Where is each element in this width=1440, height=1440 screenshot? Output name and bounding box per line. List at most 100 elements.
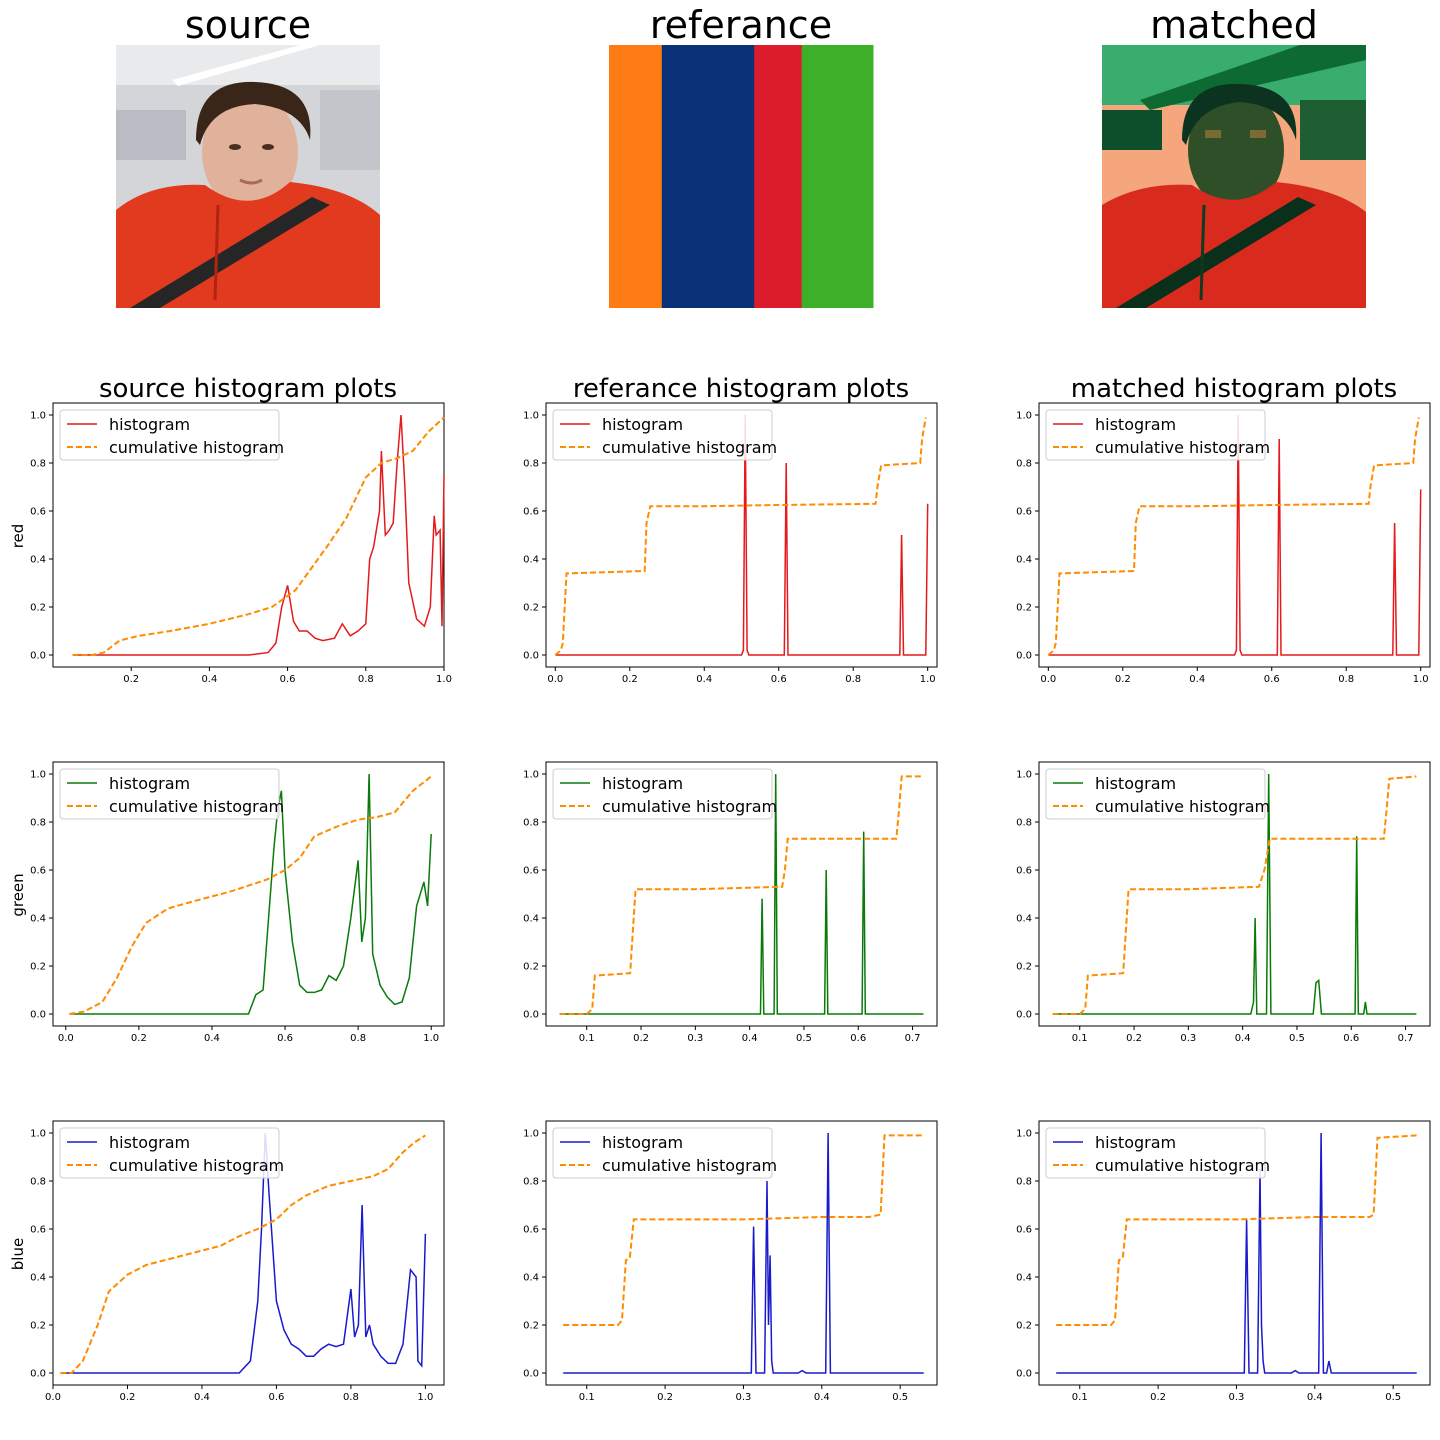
- y-tick-label: 0.4: [523, 1273, 539, 1284]
- histogram-line: [1056, 1132, 1417, 1374]
- legend-histogram-label: histogram: [109, 1133, 190, 1152]
- x-tick-label: 0.7: [1398, 1033, 1414, 1044]
- x-tick-label: 0.3: [1180, 1033, 1196, 1044]
- y-tick-label: 0.4: [523, 555, 539, 566]
- histogram-panel-source-blue: 0.0 0.2 0.4 0.6 0.8 1.0 0.0 0.2 0.4 0.6 0.8 1.0 hist…: [30, 1120, 445, 1403]
- histogram-panel-matched-blue: 0.0 0.2 0.4 0.6 0.8 1.0 0.1 0.2 0.3 0.4 0.5 histogr…: [1016, 1120, 1431, 1403]
- histogram-panel-source-green: 0.0 0.2 0.4 0.6 0.8 1.0 0.0 0.2 0.4 0.6 0.8 1.0 hist…: [30, 761, 445, 1044]
- x-tick-label: 0.2: [657, 1392, 673, 1403]
- x-tick-label: 0.8: [1338, 674, 1354, 685]
- legend-histogram-label: histogram: [109, 415, 190, 434]
- y-tick-label: 0.6: [523, 1225, 539, 1236]
- x-tick-label: 0.6: [268, 1392, 284, 1403]
- histogram-panel-matched-green: 0.0 0.2 0.4 0.6 0.8 1.0 0.1 0.2 0.3 0.4 0.5 0.6 0.7 h…: [1016, 761, 1431, 1044]
- x-tick-label: 0.4: [201, 674, 217, 685]
- y-tick-label: 1.0: [30, 1129, 46, 1140]
- legend-box: [59, 768, 280, 820]
- x-tick-label: 0.8: [350, 1033, 366, 1044]
- y-tick-label: 0.8: [1016, 459, 1032, 470]
- y-tick-label: 0.4: [523, 914, 539, 925]
- y-tick-label: 0.0: [1016, 1369, 1032, 1380]
- y-tick-label: 0.4: [30, 1273, 46, 1284]
- x-tick-label: 0.6: [277, 1033, 293, 1044]
- y-tick-label: 0.2: [30, 603, 46, 614]
- y-tick-label: 0.2: [1016, 603, 1032, 614]
- histogram-panel-referance-blue: 0.0 0.2 0.4 0.6 0.8 1.0 0.1 0.2 0.3 0.4 0.5 histogr…: [523, 1120, 938, 1403]
- x-tick-label: 0.8: [845, 674, 861, 685]
- x-tick-label: 0.3: [1229, 1392, 1245, 1403]
- histogram-panel-matched-red: 0.0 0.2 0.4 0.6 0.8 1.0 0.0 0.2 0.4 0.6 0.8 1.0 hist…: [1016, 402, 1431, 685]
- x-tick-label: 0.3: [687, 1033, 703, 1044]
- legend-cumulative-label: cumulative histogram: [602, 438, 777, 457]
- legend-cumulative-label: cumulative histogram: [602, 797, 777, 816]
- histogram-plots: 0.0 0.2 0.4 0.6 0.8 1.0 0.2 0.4 0.6 0.8 1.0 histogr…: [30, 402, 1431, 1403]
- matched-image: [1102, 45, 1366, 308]
- y-tick-label: 0.8: [523, 818, 539, 829]
- x-tick-label: 0.5: [1385, 1392, 1401, 1403]
- x-tick-label: 0.2: [1115, 674, 1131, 685]
- histogram-line: [1048, 414, 1422, 656]
- legend-cumulative-label: cumulative histogram: [1095, 438, 1270, 457]
- y-tick-label: 0.6: [523, 507, 539, 518]
- y-tick-label: 0.6: [30, 1225, 46, 1236]
- x-tick-label: 1.0: [1413, 674, 1429, 685]
- plot-title-source: source histogram plots: [99, 374, 397, 404]
- y-tick-label: 0.6: [30, 507, 46, 518]
- y-tick-label: 1.0: [523, 1129, 539, 1140]
- legend-box: [552, 409, 773, 461]
- x-tick-label: 0.5: [796, 1033, 812, 1044]
- x-tick-label: 0.2: [633, 1033, 649, 1044]
- histogram-line: [1052, 773, 1417, 1015]
- y-tick-label: 0.6: [1016, 866, 1032, 877]
- y-tick-label: 0.8: [1016, 818, 1032, 829]
- y-tick-label: 0.4: [1016, 555, 1032, 566]
- ylabel-blue: blue: [9, 1238, 27, 1270]
- image-title-source: source: [185, 3, 311, 47]
- y-tick-label: 0.6: [1016, 1225, 1032, 1236]
- y-tick-label: 0.6: [30, 866, 46, 877]
- y-tick-label: 0.4: [30, 555, 46, 566]
- cumulative-histogram-line: [1047, 417, 1420, 656]
- legend-histogram-label: histogram: [109, 774, 190, 793]
- ylabel-red: red: [9, 524, 27, 549]
- x-tick-label: 0.2: [622, 674, 638, 685]
- x-tick-label: 0.0: [58, 1033, 74, 1044]
- x-tick-label: 0.6: [280, 674, 296, 685]
- x-tick-label: 0.4: [696, 674, 712, 685]
- x-tick-label: 0.0: [45, 1392, 61, 1403]
- image-title-referance: referance: [650, 3, 832, 47]
- legend-cumulative-label: cumulative histogram: [1095, 797, 1270, 816]
- referance-stripe: [754, 45, 803, 308]
- x-tick-label: 0.8: [343, 1392, 359, 1403]
- y-tick-label: 0.0: [1016, 1010, 1032, 1021]
- plot-title-referance: referance histogram plots: [573, 374, 909, 404]
- histogram-panel-referance-red: 0.0 0.2 0.4 0.6 0.8 1.0 0.0 0.2 0.4 0.6 0.8 1.0 hist…: [523, 402, 938, 685]
- x-tick-label: 1.0: [436, 674, 452, 685]
- histogram-line: [72, 414, 445, 656]
- y-tick-label: 0.0: [523, 1369, 539, 1380]
- y-tick-label: 0.2: [523, 962, 539, 973]
- legend-cumulative-label: cumulative histogram: [1095, 1156, 1270, 1175]
- y-tick-label: 0.2: [30, 1321, 46, 1332]
- legend-histogram-label: histogram: [1095, 415, 1176, 434]
- cumulative-histogram-line: [554, 417, 927, 656]
- x-tick-label: 0.8: [358, 674, 374, 685]
- legend-box: [1045, 409, 1266, 461]
- source-image: [116, 45, 380, 308]
- y-tick-label: 0.8: [1016, 1177, 1032, 1188]
- x-tick-label: 0.2: [131, 1033, 147, 1044]
- x-tick-label: 0.5: [1289, 1033, 1305, 1044]
- cumulative-histogram-line: [60, 1134, 426, 1374]
- x-tick-label: 0.3: [736, 1392, 752, 1403]
- cumulative-histogram-line: [72, 416, 445, 656]
- y-tick-label: 0.8: [30, 818, 46, 829]
- y-tick-label: 0.0: [523, 1010, 539, 1021]
- x-tick-label: 0.2: [1126, 1033, 1142, 1044]
- x-tick-label: 0.6: [850, 1033, 866, 1044]
- y-tick-label: 1.0: [1016, 770, 1032, 781]
- y-tick-label: 0.0: [30, 651, 46, 662]
- referance-stripe: [801, 45, 874, 308]
- y-tick-label: 0.6: [1016, 507, 1032, 518]
- y-tick-label: 0.8: [523, 1177, 539, 1188]
